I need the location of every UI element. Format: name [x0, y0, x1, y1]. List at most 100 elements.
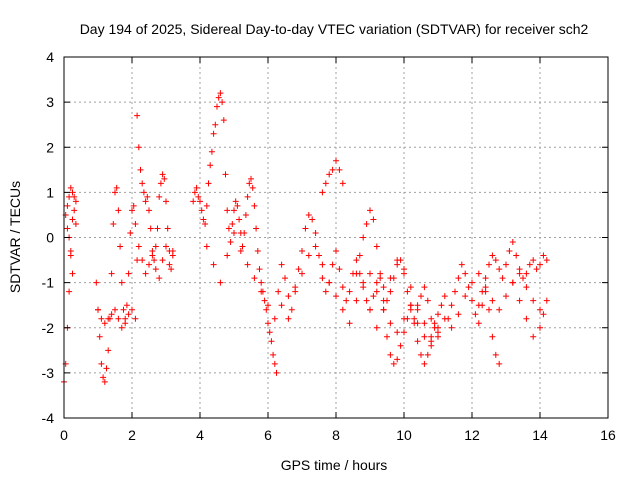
grid-lines	[64, 57, 608, 418]
data-point	[134, 257, 141, 264]
data-point	[394, 257, 401, 264]
data-point	[271, 360, 278, 367]
data-point	[203, 243, 210, 250]
data-point	[157, 180, 164, 187]
data-point	[353, 297, 360, 304]
data-point	[219, 99, 226, 106]
data-point	[401, 329, 407, 336]
data-point	[373, 288, 380, 295]
data-point	[117, 243, 124, 250]
data-point	[380, 284, 387, 291]
data-point	[146, 207, 152, 214]
data-point	[452, 288, 458, 295]
data-point	[462, 293, 469, 300]
data-point	[455, 311, 462, 318]
x-tick-label: 4	[196, 427, 204, 443]
data-point	[336, 266, 343, 273]
x-axis-label: GPS time / hours	[281, 457, 388, 473]
data-point	[530, 257, 537, 264]
data-point	[421, 333, 428, 340]
data-point	[105, 315, 112, 322]
data-point	[370, 216, 377, 223]
data-point	[503, 261, 509, 268]
data-point	[479, 302, 486, 309]
data-point	[195, 193, 202, 200]
data-point	[455, 275, 462, 282]
data-point	[71, 193, 78, 200]
data-point	[486, 306, 492, 313]
data-point	[169, 248, 176, 255]
y-axis-label: SDTVAR / TECUs	[7, 181, 23, 293]
data-point	[424, 351, 431, 358]
data-point	[509, 279, 516, 286]
data-point	[326, 171, 333, 178]
data-point	[67, 252, 74, 259]
data-point	[140, 189, 147, 196]
data-point	[224, 207, 231, 214]
data-point	[496, 306, 503, 313]
data-point	[251, 275, 258, 282]
data-point	[197, 198, 203, 205]
data-point	[151, 257, 158, 264]
data-point	[499, 275, 506, 282]
data-point	[543, 297, 550, 304]
data-point	[96, 333, 103, 340]
data-point	[339, 180, 346, 187]
data-point	[285, 293, 292, 300]
data-point	[265, 320, 271, 327]
data-point	[147, 225, 154, 232]
data-point	[220, 117, 227, 124]
data-point	[270, 351, 277, 358]
data-point	[210, 261, 217, 268]
data-point	[305, 252, 312, 259]
data-point	[438, 302, 445, 309]
data-point	[360, 279, 367, 286]
data-point	[127, 229, 134, 236]
data-point	[530, 297, 537, 304]
data-point	[404, 315, 411, 322]
data-point	[339, 284, 346, 291]
data-point	[537, 261, 543, 268]
data-point	[123, 302, 130, 309]
data-point	[152, 266, 159, 273]
data-point	[122, 320, 129, 327]
data-point	[339, 306, 346, 313]
data-point	[152, 243, 159, 250]
data-point	[72, 220, 79, 227]
data-point	[282, 275, 288, 282]
data-point	[251, 202, 258, 209]
data-point	[322, 180, 329, 187]
data-point	[66, 193, 73, 200]
data-point	[384, 333, 390, 340]
data-point	[537, 324, 543, 331]
data-point	[462, 270, 469, 277]
data-point	[132, 220, 139, 227]
data-point	[64, 202, 71, 209]
data-point	[299, 248, 305, 255]
x-axis-tick-labels: 0 2 4 6 8 10 12 14 16	[60, 427, 616, 443]
data-point	[513, 252, 520, 259]
x-tick-label: 0	[60, 427, 68, 443]
data-point	[526, 261, 533, 268]
data-point	[326, 279, 333, 286]
data-point	[295, 266, 302, 273]
data-point	[266, 329, 273, 336]
data-point	[103, 365, 110, 372]
data-point	[407, 284, 414, 291]
data-point	[373, 324, 380, 331]
data-point	[343, 297, 350, 304]
data-point	[67, 184, 74, 191]
data-point	[363, 297, 370, 304]
y-tick-label: 2	[46, 139, 54, 155]
data-point	[163, 243, 169, 250]
data-point	[125, 311, 132, 318]
data-point	[360, 234, 367, 241]
data-point	[312, 243, 319, 250]
data-point	[475, 320, 482, 327]
data-point	[244, 193, 251, 200]
data-point	[271, 315, 278, 322]
data-point	[268, 338, 275, 345]
data-point	[523, 315, 530, 322]
y-tick-label: -3	[42, 365, 55, 381]
data-point	[299, 270, 305, 277]
